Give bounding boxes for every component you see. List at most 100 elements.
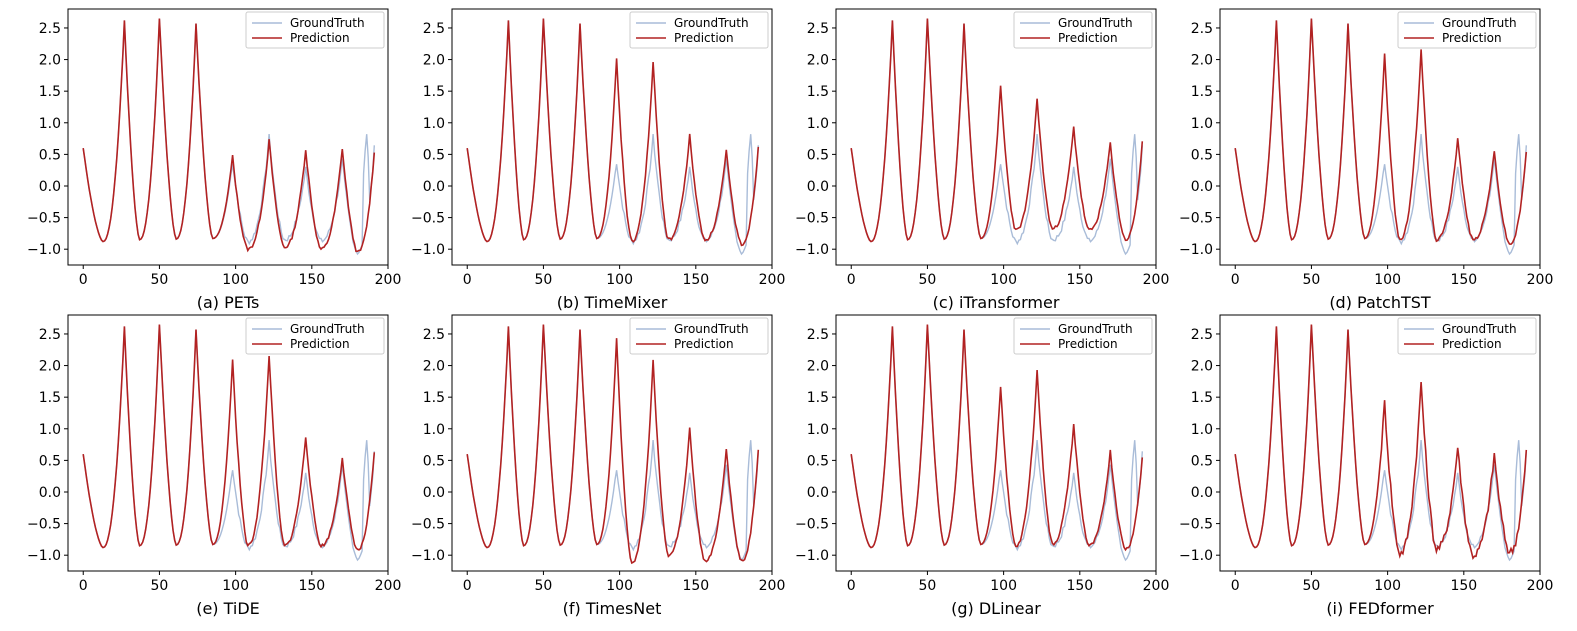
- x-tick-label: 50: [919, 272, 937, 288]
- axes-frame: [1219, 314, 1541, 572]
- y-tick-label: 2.5: [423, 21, 445, 37]
- x-tick-label: 200: [759, 272, 786, 288]
- y-tick-label: −1.0: [27, 548, 61, 564]
- y-tick-label: 0.5: [807, 453, 829, 469]
- y-tick-label: 0.5: [1191, 147, 1213, 163]
- y-tick-label: 2.5: [807, 327, 829, 343]
- y-tick-label: 0.5: [423, 453, 445, 469]
- prediction-line: [466, 18, 760, 247]
- x-tick-label: 200: [1527, 578, 1554, 594]
- groundtruth-line: [82, 18, 375, 256]
- axes-frame: [835, 314, 1157, 572]
- legend-label: GroundTruth: [1442, 16, 1517, 30]
- y-tick-label: 1.5: [39, 84, 61, 100]
- legend-label: GroundTruth: [1058, 16, 1133, 30]
- x-tick-label: 50: [151, 272, 169, 288]
- y-tick-label: 1.5: [423, 390, 445, 406]
- x-tick-label: 150: [682, 272, 709, 288]
- y-tick-label: −1.0: [1179, 242, 1213, 258]
- x-tick-label: 100: [606, 578, 633, 594]
- prediction-line: [850, 324, 1144, 552]
- subplot-caption: (f) TimesNet: [563, 599, 662, 618]
- prediction-line: [1234, 324, 1528, 561]
- subplot-caption: (g) DLinear: [951, 599, 1041, 618]
- x-tick-label: 0: [847, 578, 856, 594]
- axes-frame: [67, 8, 389, 266]
- y-tick-label: 2.5: [39, 327, 61, 343]
- x-tick-label: 50: [535, 272, 553, 288]
- x-tick-label: 0: [847, 272, 856, 288]
- y-tick-label: −0.5: [27, 211, 61, 227]
- x-tick-label: 0: [1231, 578, 1240, 594]
- legend-label: Prediction: [674, 31, 734, 45]
- x-tick-label: 200: [375, 272, 402, 288]
- y-tick-label: 0.0: [423, 485, 445, 501]
- y-tick-label: 2.0: [39, 359, 61, 375]
- axes-frame: [451, 8, 773, 266]
- y-tick-label: −1.0: [1179, 548, 1213, 564]
- legend-label: Prediction: [290, 31, 350, 45]
- y-tick-label: 0.5: [423, 147, 445, 163]
- legend-label: Prediction: [1058, 31, 1118, 45]
- prediction-line: [82, 18, 376, 253]
- legend-label: GroundTruth: [674, 322, 749, 336]
- y-tick-label: 1.5: [807, 84, 829, 100]
- axes-frame: [835, 8, 1157, 266]
- x-tick-label: 100: [606, 272, 633, 288]
- subplot-caption: (b) TimeMixer: [557, 293, 668, 312]
- y-tick-label: −1.0: [411, 548, 445, 564]
- x-tick-label: 150: [298, 578, 325, 594]
- y-tick-label: 1.5: [423, 84, 445, 100]
- subplot-2: 0 50 100 150 200 −1.0 −0.5 0.0 0.5 1.0 1.5 2.0 2.5 Gr…: [411, 8, 786, 312]
- y-tick-label: −0.5: [411, 211, 445, 227]
- y-tick-label: 0.0: [423, 179, 445, 195]
- y-tick-label: 2.0: [807, 53, 829, 69]
- legend-label: Prediction: [1442, 337, 1502, 351]
- y-tick-label: 2.0: [1191, 359, 1213, 375]
- y-tick-label: 2.5: [807, 21, 829, 37]
- y-tick-label: 0.5: [39, 147, 61, 163]
- x-tick-label: 150: [1450, 272, 1477, 288]
- y-tick-label: −1.0: [27, 242, 61, 258]
- x-tick-label: 100: [990, 272, 1017, 288]
- y-tick-label: −0.5: [27, 517, 61, 533]
- x-tick-label: 0: [79, 578, 88, 594]
- prediction-line: [82, 324, 376, 551]
- x-tick-label: 150: [1450, 578, 1477, 594]
- y-tick-label: 1.5: [1191, 390, 1213, 406]
- y-tick-label: 2.0: [423, 53, 445, 69]
- x-tick-label: 200: [375, 578, 402, 594]
- x-tick-label: 100: [1374, 272, 1401, 288]
- y-tick-label: −0.5: [1179, 517, 1213, 533]
- y-tick-label: 0.0: [39, 485, 61, 501]
- groundtruth-line: [1234, 324, 1527, 562]
- legend-label: GroundTruth: [1058, 322, 1133, 336]
- y-tick-label: 1.0: [807, 422, 829, 438]
- y-tick-label: 2.0: [423, 359, 445, 375]
- y-tick-label: 2.5: [1191, 327, 1213, 343]
- y-tick-label: −0.5: [1179, 211, 1213, 227]
- y-tick-label: 1.0: [807, 116, 829, 132]
- legend-label: Prediction: [290, 337, 350, 351]
- y-tick-label: 0.0: [39, 179, 61, 195]
- axes-frame: [1219, 8, 1541, 266]
- x-tick-label: 50: [535, 578, 553, 594]
- y-tick-label: 1.0: [1191, 422, 1213, 438]
- y-tick-label: 1.0: [39, 116, 61, 132]
- legend-label: GroundTruth: [674, 16, 749, 30]
- y-tick-label: 1.0: [1191, 116, 1213, 132]
- y-tick-label: −1.0: [411, 242, 445, 258]
- y-tick-label: 0.5: [1191, 453, 1213, 469]
- x-tick-label: 100: [222, 272, 249, 288]
- groundtruth-line: [1234, 18, 1527, 256]
- subplot-7: 0 50 100 150 200 −1.0 −0.5 0.0 0.5 1.0 1.5 2.0 2.5 Gr…: [795, 314, 1169, 618]
- y-tick-label: −0.5: [411, 517, 445, 533]
- x-tick-label: 150: [298, 272, 325, 288]
